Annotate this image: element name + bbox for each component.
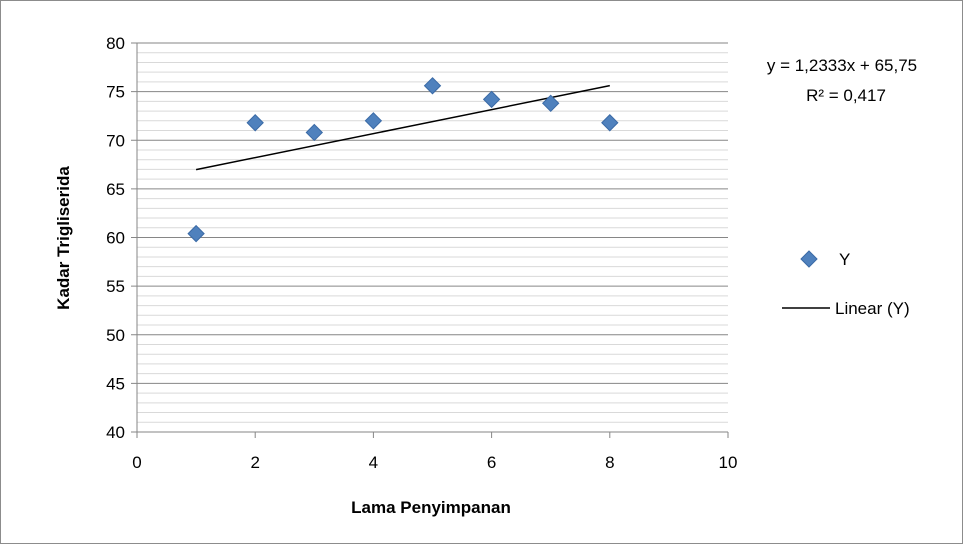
- minor-gridlines: [137, 52, 728, 423]
- x-tick-label: 8: [605, 453, 614, 472]
- x-tick-label: 4: [369, 453, 378, 472]
- data-point: [364, 112, 383, 130]
- data-point: [482, 90, 501, 109]
- data-points: [187, 77, 619, 243]
- y-tick-label: 45: [106, 374, 125, 393]
- data-point: [246, 114, 264, 132]
- trendline-equation: y = 1,2333x + 65,75: [767, 56, 917, 75]
- x-tick-label: 6: [487, 453, 496, 472]
- y-tick-label: 80: [106, 34, 125, 53]
- y-tick-label: 75: [106, 83, 125, 102]
- x-axis-title: Lama Penyimpanan: [351, 498, 511, 517]
- legend-label-linear: Linear (Y): [835, 299, 910, 318]
- legend-marker-diamond: [800, 250, 818, 268]
- y-tick-label: 40: [106, 423, 125, 442]
- data-point: [423, 77, 442, 95]
- data-point: [187, 224, 205, 243]
- x-tick-label: 2: [250, 453, 259, 472]
- y-axis-title: Kadar Trigliserida: [54, 166, 73, 310]
- x-tick-labels: 0 2 4 6 8 10: [132, 453, 737, 472]
- y-tick-labels: 40 45 50 55 60 65 70 75 80: [106, 34, 125, 442]
- y-tick-label: 70: [106, 131, 125, 150]
- y-tick-label: 55: [106, 277, 125, 296]
- data-point: [601, 114, 619, 132]
- legend-label-y: Y: [839, 250, 850, 269]
- axes: [131, 42, 729, 438]
- x-tick-label: 0: [132, 453, 141, 472]
- y-tick-label: 60: [106, 229, 125, 248]
- r-squared-label: R² = 0,417: [806, 86, 886, 105]
- data-point: [541, 94, 560, 113]
- x-tick-label: 10: [719, 453, 738, 472]
- legend: Y Linear (Y): [782, 250, 910, 318]
- linear-trendline: [195, 84, 610, 171]
- major-gridlines: [137, 42, 728, 384]
- y-tick-label: 50: [106, 326, 125, 345]
- y-tick-label: 65: [106, 180, 125, 199]
- data-point: [305, 123, 324, 142]
